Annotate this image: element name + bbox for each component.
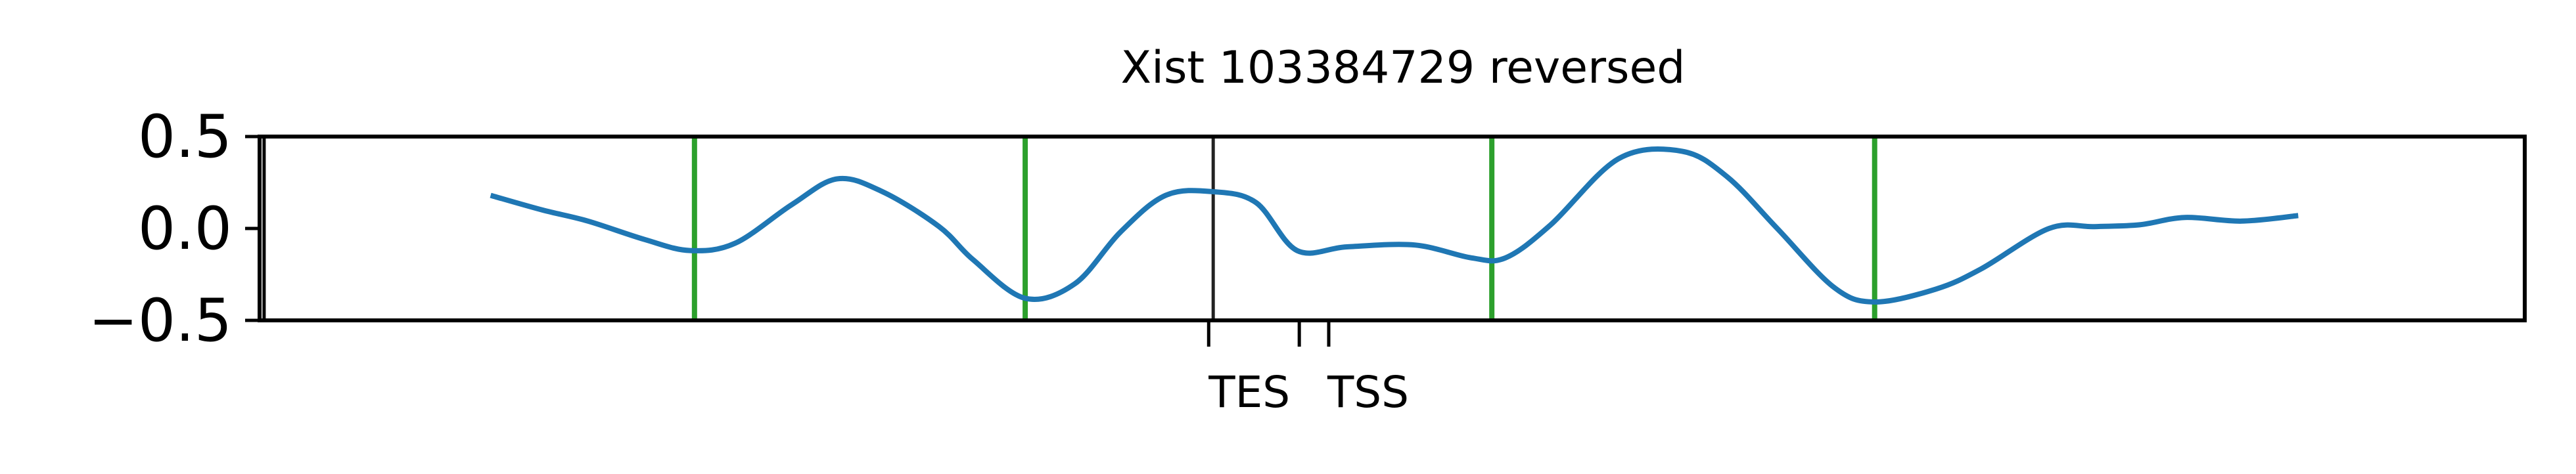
y-tick-label-1: 0.0 bbox=[138, 194, 232, 263]
axes-frame bbox=[258, 135, 2527, 322]
series-line-0 bbox=[490, 146, 2299, 305]
chart-title: Xist 103384729 reversed bbox=[1121, 42, 1686, 94]
y-tick-label-0: 0.5 bbox=[138, 102, 232, 171]
x-tick-label-tes: TES bbox=[1208, 367, 1290, 418]
x-tick-label-tss: TSS bbox=[1327, 367, 1409, 418]
y-tick-label-2: −0.5 bbox=[88, 286, 232, 355]
